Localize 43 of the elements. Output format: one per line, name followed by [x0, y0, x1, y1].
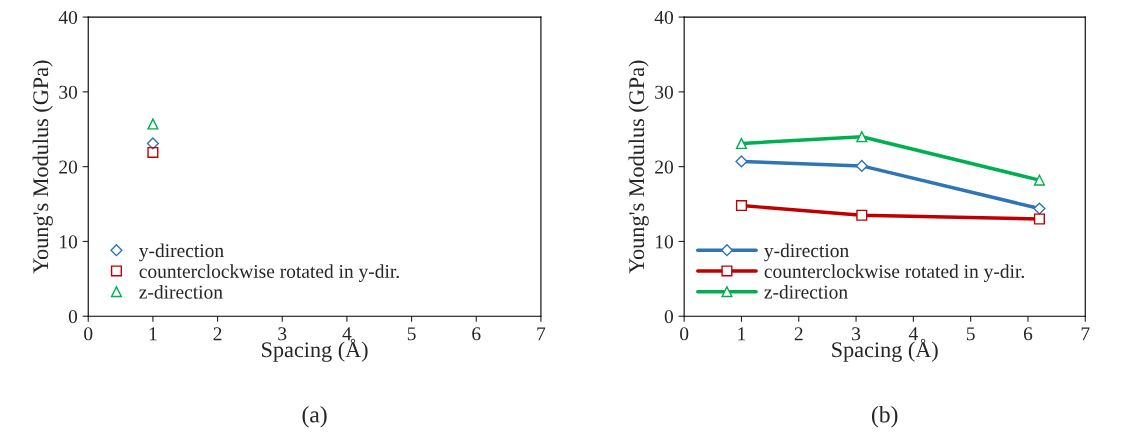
text: (b) — [871, 405, 898, 428]
y-axis-title: Young's Modulus (GPa) — [32, 60, 53, 274]
y-tick-label: 0 — [664, 310, 673, 324]
x-tick-label: 1 — [149, 327, 157, 341]
legend-label: z-direction — [764, 284, 848, 299]
x-tick-label: 7 — [1081, 327, 1090, 341]
x-tick-label: 6 — [1023, 327, 1033, 341]
x-tick-label: 5 — [966, 327, 975, 341]
y-tick-label: 40 — [58, 10, 78, 25]
x-tick-label: 0 — [680, 327, 689, 341]
y-tick-label: 0 — [68, 310, 78, 324]
y-tick-label: 40 — [654, 10, 673, 25]
x-tick-label: 4 — [342, 327, 352, 341]
x-tick-label: 6 — [472, 327, 481, 341]
x-tick-label: 2 — [213, 327, 222, 341]
point — [856, 131, 868, 143]
y-tick-label: 30 — [59, 85, 78, 99]
y-tick-label: 10 — [656, 235, 673, 249]
point — [1033, 213, 1045, 225]
point — [1033, 202, 1046, 215]
y-tick-label: 30 — [655, 85, 673, 99]
legend-label: counterclockwise rotated in y-dir. — [764, 264, 1024, 282]
legend-label: counterclockwise rotated in y-dir. — [139, 264, 399, 282]
y-tick-label: 20 — [655, 160, 673, 174]
text: (a) — [302, 405, 327, 428]
x-tick-label: 5 — [407, 327, 416, 341]
x-tick-label: 0 — [84, 327, 93, 341]
x-tick-label: 1 — [738, 327, 746, 341]
point — [855, 159, 868, 173]
point — [856, 209, 868, 221]
legend-label: z-direction — [139, 284, 223, 299]
point — [735, 137, 748, 150]
legend-label: y-direction — [764, 243, 849, 262]
point — [1033, 174, 1045, 186]
y-axis-title: Young's Modulus (GPa) — [628, 60, 649, 274]
legend-label: y-direction — [139, 243, 224, 262]
x-tick-label: 7 — [537, 327, 546, 341]
y-tick-label: 10 — [60, 235, 78, 249]
x-tick-label: 2 — [794, 327, 803, 341]
x-tick-label: 4 — [908, 327, 918, 341]
point — [735, 155, 748, 168]
y-tick-label: 20 — [59, 160, 78, 174]
point — [735, 199, 748, 212]
